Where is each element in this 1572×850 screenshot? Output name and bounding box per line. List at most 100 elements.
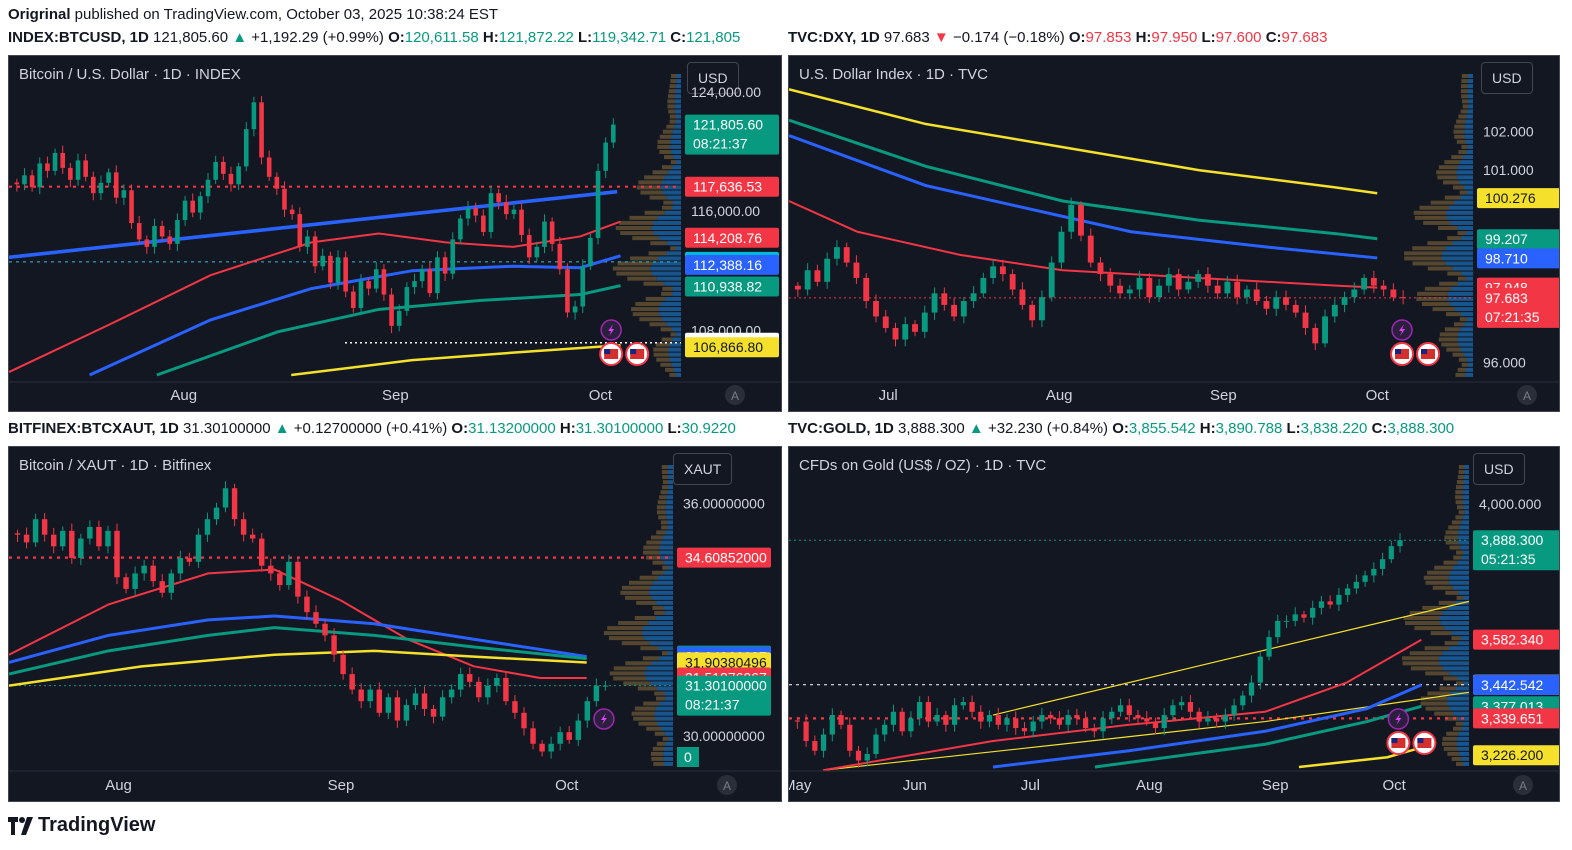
price-change: +32.230 (+0.84%)	[987, 420, 1109, 437]
us-flag-event-icon[interactable]	[1412, 731, 1437, 755]
candle-body	[1107, 274, 1114, 286]
btcusd-symbol-header: INDEX:BTCUSD, 1D 121,805.60 ▲ +1,192.29 …	[8, 29, 783, 46]
candle-body	[521, 712, 527, 729]
chart-title: U.S. Dollar Index · 1D · TVC	[799, 66, 988, 83]
ohlc-key-o: O:	[447, 420, 469, 437]
price-label-text: 121,805.60	[693, 117, 763, 133]
candle-body	[129, 190, 134, 224]
currency-selector[interactable]: USD	[687, 62, 739, 94]
currency-selector[interactable]: USD	[1473, 453, 1525, 485]
lightning-event-icon[interactable]	[1387, 708, 1410, 730]
candle-body	[213, 161, 218, 180]
candle-body	[373, 269, 379, 289]
candle-body	[1078, 204, 1084, 236]
chart-title: CFDs on Gold (US$ / OZ) · 1D · TVC	[799, 457, 1047, 474]
candle-body	[931, 293, 938, 313]
candle-body	[925, 702, 932, 722]
candle-body	[814, 270, 821, 282]
candle-body	[1361, 277, 1368, 290]
candle-body	[951, 304, 958, 317]
candle-body	[1312, 327, 1319, 344]
ohlc-l: 3,838.220	[1300, 420, 1368, 437]
candle-body	[602, 685, 609, 687]
candle-body	[1091, 728, 1097, 732]
ohlc-o: 3,855.542	[1128, 420, 1196, 437]
time-axis-tick: Oct	[589, 387, 613, 404]
btcusd-chart-panel[interactable]: Bitcoin / U.S. Dollar · 1D · INDEX USD 124…	[8, 55, 782, 412]
ohlc-c: 97.683	[1281, 29, 1328, 46]
price-label-text: 117,636.53	[693, 179, 762, 195]
candle-body	[1248, 682, 1255, 696]
last-price: 3,888.300	[898, 420, 965, 437]
tradingview-logo[interactable]: TradingView	[8, 814, 155, 837]
candle-body	[305, 236, 310, 247]
candle-body	[1283, 297, 1289, 305]
candle-body	[603, 142, 608, 171]
candle-body	[1231, 705, 1237, 716]
currency-selector[interactable]: USD	[1481, 62, 1533, 94]
us-flag-event-icon[interactable]	[625, 342, 650, 366]
gold-chart-panel[interactable]: CFDs on Gold (US$ / OZ) · 1D · TVC USD 4,0…	[788, 446, 1560, 802]
dxy-symbol-header: TVC:DXY, 1D 97.683 ▼ −0.174 (−0.18%) O:9…	[788, 29, 1568, 46]
candle-body	[1019, 289, 1026, 305]
us-flag-event-icon[interactable]	[1416, 342, 1441, 366]
auto-scale-button[interactable]: A	[1517, 385, 1537, 405]
svg-text:A: A	[723, 779, 731, 793]
candle-body	[488, 193, 494, 232]
volume-badge-text: 0	[684, 749, 692, 765]
time-axis-tick: Oct	[1383, 777, 1407, 794]
ohlc-key-o: O:	[1064, 29, 1086, 46]
auto-scale-button[interactable]: A	[725, 385, 745, 405]
candle-body	[1068, 204, 1075, 232]
candle-body	[37, 163, 43, 188]
ohlc-h: 31.30100000	[575, 420, 664, 437]
lightning-event-icon[interactable]	[600, 319, 622, 341]
ohlc-l: 30.9220	[681, 420, 736, 437]
candle-body	[123, 577, 129, 589]
price-label-text: 3,888.300	[1481, 532, 1543, 548]
ohlc-key-h: H:	[1195, 420, 1216, 437]
candle-body	[83, 160, 88, 177]
candlesticks	[14, 96, 616, 334]
candle-body	[999, 266, 1006, 275]
candle-body	[1136, 277, 1143, 290]
currency-selector[interactable]: XAUT	[673, 453, 733, 485]
candle-body	[892, 327, 899, 340]
auto-scale-button[interactable]: A	[1513, 775, 1533, 795]
candle-body	[890, 711, 897, 725]
dxy-chart-panel[interactable]: U.S. Dollar Index · 1D · TVC USD 102.000 10…	[788, 55, 1560, 412]
candle-body	[485, 685, 491, 698]
candle-body	[575, 720, 581, 740]
candle-body	[566, 732, 572, 740]
candle-body	[873, 734, 879, 755]
candle-body	[970, 293, 977, 302]
us-flag-event-icon[interactable]	[599, 342, 624, 366]
candle-body	[951, 705, 958, 725]
tradingview-icon	[8, 816, 33, 835]
chart-title: Bitcoin / XAUT · 1D · Bitfinex	[19, 457, 212, 474]
auto-scale-button[interactable]: A	[717, 775, 737, 795]
lightning-event-icon[interactable]	[593, 708, 615, 730]
us-flag-event-icon[interactable]	[1390, 342, 1415, 366]
btcxaut-chart-panel[interactable]: Bitcoin / XAUT · 1D · Bitfinex XAUT 36.000…	[8, 446, 782, 802]
candle-body	[960, 301, 967, 317]
ohlc-key-h: H:	[478, 29, 499, 46]
price-label-text: 3,582.340	[1481, 632, 1543, 648]
candle-body	[511, 209, 517, 215]
candle-body	[1013, 718, 1019, 729]
candle-body	[1283, 620, 1290, 622]
candle-body	[389, 294, 394, 326]
candle-body	[396, 310, 402, 326]
candle-body	[168, 573, 174, 593]
candle-body	[908, 718, 914, 732]
ohlc-key-l: L:	[1282, 420, 1301, 437]
candle-body	[14, 182, 20, 185]
candle-body	[473, 208, 478, 216]
candle-body	[195, 534, 202, 562]
lightning-event-icon[interactable]	[1391, 319, 1413, 341]
us-flag-event-icon[interactable]	[1386, 731, 1411, 755]
candlesticks	[14, 480, 609, 759]
price-label-text: 3,226.200	[1481, 747, 1543, 763]
candle-body	[902, 324, 909, 340]
candle-body	[60, 152, 66, 168]
